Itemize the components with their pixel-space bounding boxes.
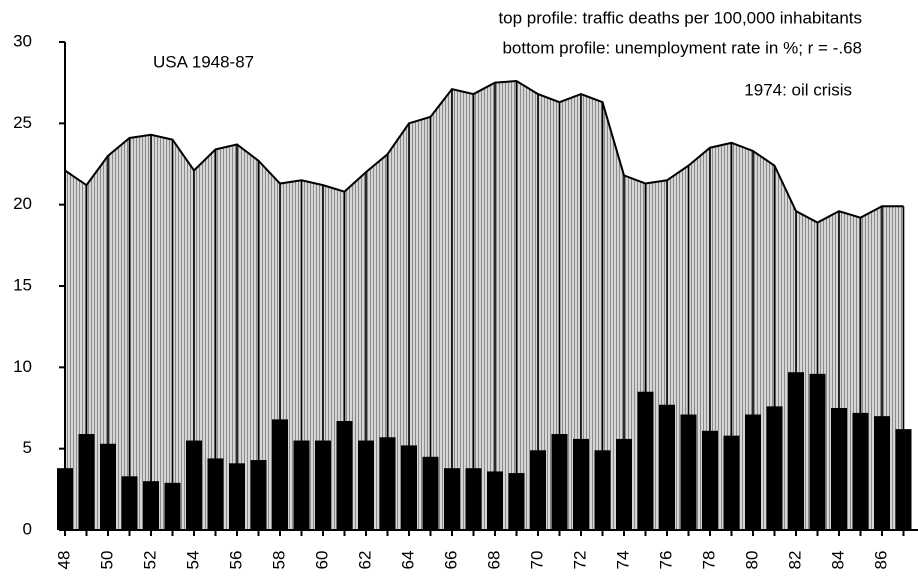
bar bbox=[788, 372, 804, 530]
bar bbox=[594, 450, 611, 530]
bar bbox=[766, 406, 783, 530]
bar bbox=[422, 456, 439, 530]
y-tick-label: 25 bbox=[13, 113, 32, 132]
bar bbox=[379, 437, 396, 530]
x-tick-label: 72 bbox=[570, 551, 589, 570]
annotation: USA 1948-87 bbox=[153, 52, 254, 71]
y-tick-label: 5 bbox=[23, 438, 32, 457]
bar bbox=[444, 468, 460, 530]
y-tick-label: 30 bbox=[13, 31, 32, 50]
bar bbox=[831, 408, 847, 530]
x-tick-label: 70 bbox=[527, 551, 546, 570]
bar bbox=[530, 450, 546, 530]
bar bbox=[680, 414, 697, 530]
bar bbox=[121, 476, 138, 530]
bar bbox=[573, 438, 589, 530]
bar bbox=[487, 471, 503, 530]
bar bbox=[293, 440, 310, 530]
y-tick-label: 0 bbox=[23, 519, 32, 538]
y-tick-label: 15 bbox=[13, 275, 32, 294]
x-tick-label: 52 bbox=[140, 551, 159, 570]
bar bbox=[164, 482, 181, 530]
bar bbox=[143, 481, 159, 530]
y-tick-label: 20 bbox=[13, 194, 32, 213]
bar bbox=[100, 443, 116, 530]
bar bbox=[702, 430, 718, 530]
bar bbox=[723, 435, 740, 530]
annotation: top profile: traffic deaths per 100,000 … bbox=[498, 8, 862, 27]
x-tick-label: 56 bbox=[226, 551, 245, 570]
x-tick-label: 82 bbox=[785, 551, 804, 570]
bar bbox=[401, 445, 417, 530]
bar bbox=[78, 434, 95, 530]
bar bbox=[207, 458, 224, 530]
x-tick-label: 86 bbox=[871, 551, 890, 570]
bar bbox=[637, 391, 654, 530]
bar bbox=[336, 421, 353, 530]
bar bbox=[809, 373, 826, 530]
bar bbox=[229, 463, 245, 530]
bar bbox=[465, 468, 482, 530]
x-tick-label: 64 bbox=[398, 551, 417, 570]
x-tick-label: 84 bbox=[828, 551, 847, 570]
y-tick-label: 10 bbox=[13, 357, 32, 376]
bar bbox=[250, 460, 267, 530]
x-tick-label: 60 bbox=[312, 551, 331, 570]
bar bbox=[186, 440, 202, 530]
x-tick-label: 48 bbox=[54, 551, 73, 570]
bar bbox=[272, 419, 288, 530]
x-tick-label: 66 bbox=[441, 551, 460, 570]
bar bbox=[616, 438, 632, 530]
x-tick-label: 80 bbox=[742, 551, 761, 570]
bar bbox=[659, 404, 675, 530]
x-tick-label: 62 bbox=[355, 551, 374, 570]
annotation: 1974: oil crisis bbox=[744, 80, 852, 99]
x-tick-label: 78 bbox=[699, 551, 718, 570]
x-tick-label: 76 bbox=[656, 551, 675, 570]
x-tick-label: 54 bbox=[183, 551, 202, 570]
bar bbox=[315, 440, 331, 530]
x-tick-label: 68 bbox=[484, 551, 503, 570]
bar bbox=[895, 429, 912, 530]
bar bbox=[508, 473, 525, 530]
annotation: bottom profile: unemployment rate in %; … bbox=[502, 38, 862, 57]
bar bbox=[874, 416, 890, 530]
x-tick-label: 50 bbox=[97, 551, 116, 570]
x-tick-label: 74 bbox=[613, 551, 632, 570]
bar bbox=[358, 440, 374, 530]
profile-line bbox=[64, 80, 904, 224]
bar bbox=[745, 414, 761, 530]
bar bbox=[551, 434, 568, 530]
bar bbox=[852, 412, 869, 530]
x-tick-label: 58 bbox=[269, 551, 288, 570]
